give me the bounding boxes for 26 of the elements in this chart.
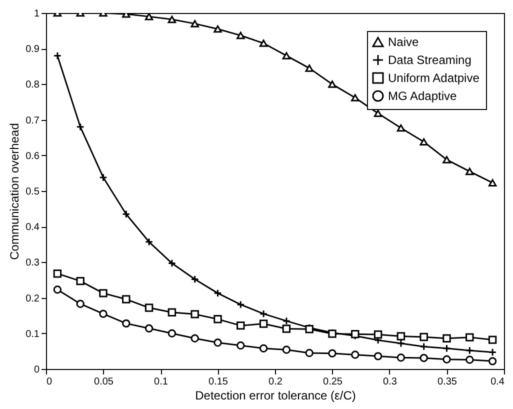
y-tick-label: 0.3: [26, 258, 40, 269]
legend-label: Naive: [388, 35, 420, 49]
legend-label: Data Streaming: [388, 53, 472, 67]
x-axis-title: Detection error tolerance (ε/C): [195, 388, 356, 402]
y-tick-label: 0.9: [26, 44, 40, 56]
legend-label: Uniform Adatpive: [388, 71, 480, 85]
y-tick-label: 1: [34, 8, 40, 20]
y-tick-label: 0.1: [26, 328, 40, 340]
x-tick-label: 0.25: [323, 376, 343, 388]
y-axis-title: Communication overhead: [8, 123, 22, 260]
x-tick-label: 0.2: [268, 376, 283, 388]
y-tick-label: 0.6: [26, 150, 40, 162]
y-tick-label: 0.7: [26, 115, 40, 126]
y-tick-label: 0.2: [26, 293, 40, 304]
y-tick-label: 0.8: [26, 80, 40, 91]
legend-label: MG Adaptive: [388, 89, 458, 103]
x-tick-label: 0.05: [94, 376, 114, 388]
x-tick-label: 0.3: [383, 376, 398, 388]
x-tick-label: 0.1: [154, 376, 168, 388]
y-tick-label: 0: [34, 364, 40, 376]
x-tick-label: 0: [46, 376, 52, 388]
y-tick-label: 0.5: [26, 186, 40, 198]
x-tick-label: 0.4: [490, 376, 505, 388]
x-tick-label: 0.15: [208, 376, 228, 388]
x-tick-label: 0.35: [438, 376, 458, 388]
y-tick-label: 0.4: [26, 222, 40, 234]
